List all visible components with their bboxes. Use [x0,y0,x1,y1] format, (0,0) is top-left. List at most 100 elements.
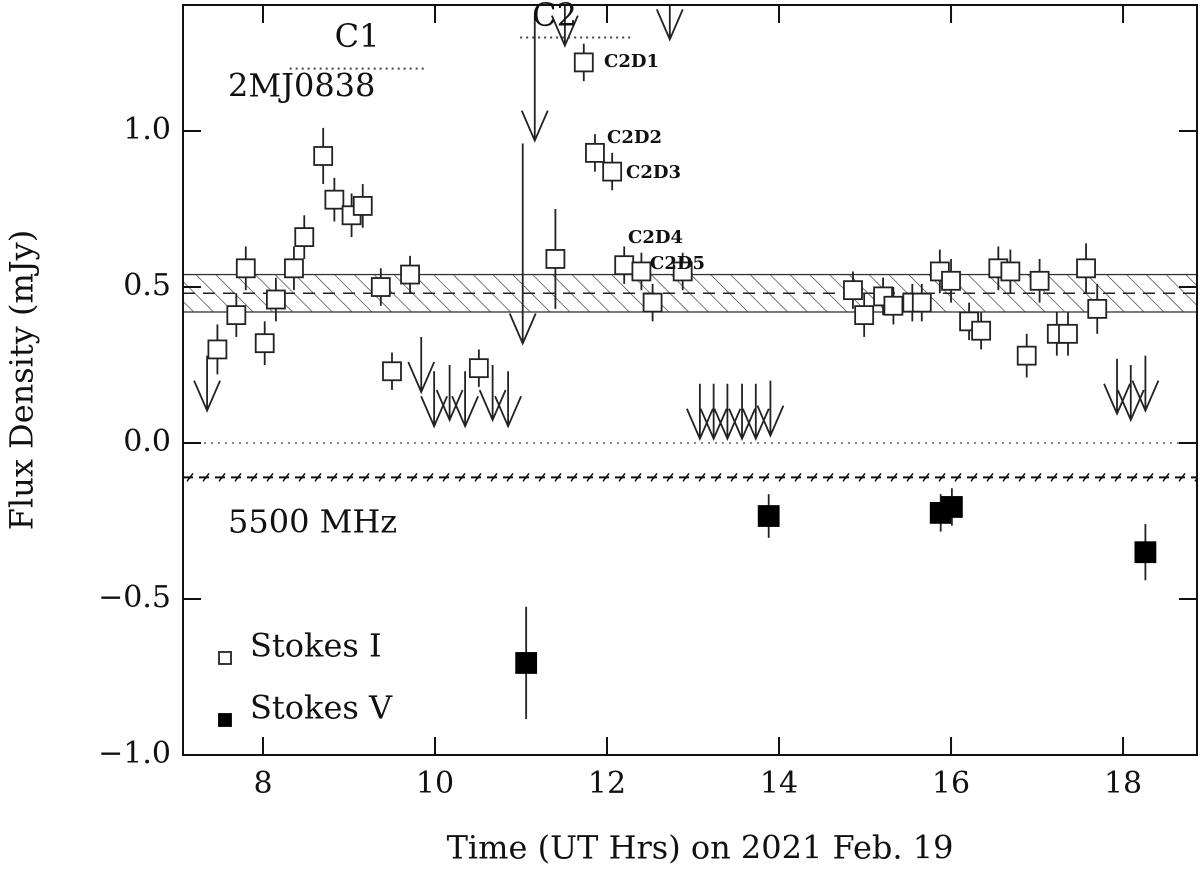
filled-square [757,505,780,527]
separator-hatch [1130,472,1138,482]
open-square [585,142,605,163]
upper-limit [686,383,714,442]
open-square [672,261,693,282]
upper-limit [699,383,728,442]
separator-hatch [266,472,274,482]
upper-limit [494,371,522,429]
separator-hatch [858,472,866,482]
separator-hatch [282,472,290,482]
separator-hatch [810,472,818,482]
y-tick-label: −1.0 [98,736,171,771]
upper-limit [193,355,221,413]
separator-hatch [506,472,514,482]
annotation: C2D3 [626,162,681,183]
open-square [284,258,304,279]
separator-hatch [250,472,258,482]
separator-hatch [602,472,610,482]
x-tick-label: 16 [932,766,970,801]
upper-limit [741,383,770,442]
separator-hatch [746,472,754,482]
separator-hatch [378,472,386,482]
separator-hatch [794,472,802,482]
open-square [941,270,961,291]
annotation: C2D4 [628,227,683,248]
y-tick-label: 0.5 [123,268,171,303]
annotation: 2MJ0838 [228,67,375,105]
separator-hatch [906,472,914,482]
separator-hatch [186,472,194,482]
interval-label: C1 [335,17,380,55]
open-square [971,320,992,341]
separator-hatch [234,472,242,482]
separator-hatch [922,472,930,482]
separator-hatch [1002,472,1010,482]
upper-limit [1131,355,1160,413]
open-square [294,227,315,248]
legend-marker [218,713,232,727]
open-square [265,289,286,310]
y-tick-label: −0.5 [98,580,171,615]
separator-hatch [986,472,994,482]
separator-hatch [298,472,306,482]
open-square [352,196,373,216]
separator-hatch [394,472,402,482]
separator-hatch [202,472,210,482]
filled-square [940,496,963,518]
annotation: C2D5 [650,253,705,274]
separator-hatch [362,472,370,482]
separator-hatch [650,472,658,482]
x-axis-title: Time (UT Hrs) on 2021 Feb. 19 [447,829,954,867]
x-tick-label: 14 [760,766,798,801]
separator-hatch [346,472,354,482]
separator-hatch [778,472,786,482]
y-axis-title: Flux Density (mJy) [3,230,41,530]
separator-hatch [1050,472,1058,482]
separator-hatch [970,472,978,482]
open-square [1016,345,1037,366]
separator-hatch [1098,472,1106,482]
separator-hatch [490,472,498,482]
separator-hatch [954,472,962,482]
upper-limit [407,336,436,395]
x-tick-label: 8 [253,766,272,801]
upper-limit [1116,365,1145,423]
open-square [324,189,345,210]
open-square [1000,261,1021,282]
separator-hatch [314,472,322,482]
separator-hatch [218,472,226,482]
separator-hatch [426,472,434,482]
open-square [1058,323,1078,344]
separator-hatch [874,472,882,482]
open-square [602,161,623,182]
separator-hatch [618,472,626,482]
separator-hatch [730,472,738,482]
annotation: 5500 MHz [228,503,397,541]
open-square [1029,270,1050,291]
open-square [370,277,391,297]
separator-hatch [682,472,690,482]
open-square [843,280,863,301]
legend-label: Stokes V [250,689,393,727]
separator-hatch [586,472,594,482]
upper-limit [728,383,756,442]
y-tick-label: 0.0 [123,424,171,459]
separator-hatch [330,472,338,482]
separator-hatch [1082,472,1090,482]
upper-limit [520,15,549,143]
separator-hatch [1162,472,1170,482]
separator-hatch [1178,472,1186,482]
upper-limit [420,371,448,429]
open-square [614,255,635,276]
open-square [313,146,334,166]
y-tick-label: 1.0 [123,112,171,147]
upper-limit [713,383,742,442]
annotation: C2D2 [607,127,662,148]
separator-hatch [938,472,946,482]
upper-limit [1103,358,1131,417]
separator-hatch [1018,472,1026,482]
open-square [1087,298,1108,319]
separator-hatch [1114,472,1122,482]
separator-hatch [1146,472,1154,482]
separator-hatch [826,472,834,482]
filled-square [1134,541,1157,564]
